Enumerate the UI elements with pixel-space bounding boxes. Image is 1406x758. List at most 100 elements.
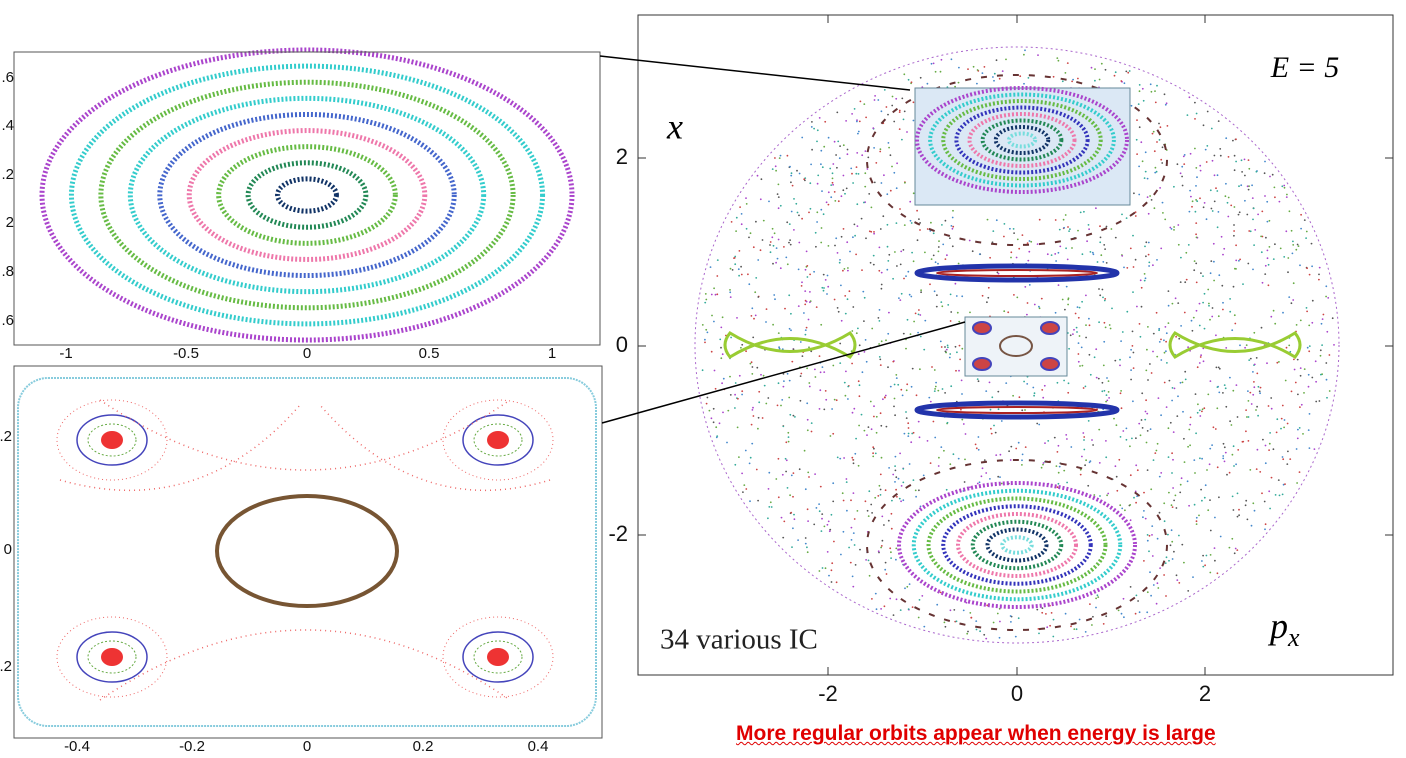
dot: [873, 99, 876, 101]
dot: [917, 313, 920, 316]
dot: [1190, 195, 1192, 198]
dot: [1202, 554, 1204, 557]
dot: [1259, 392, 1261, 395]
dot: [810, 422, 813, 424]
dot: [1111, 307, 1113, 310]
dot: [885, 339, 887, 342]
dot: [1306, 310, 1308, 313]
dot: [890, 512, 893, 515]
dot: [1141, 87, 1144, 90]
x-label: x: [666, 106, 683, 146]
dot: [905, 389, 908, 392]
dot: [893, 397, 896, 400]
dot: [1156, 442, 1159, 445]
dot: [1274, 322, 1277, 325]
dot: [1257, 414, 1259, 417]
dot: [1203, 496, 1206, 499]
dot: [745, 227, 748, 230]
dot: [1040, 466, 1043, 469]
dot: [807, 318, 810, 321]
dot: [1136, 495, 1138, 498]
orbit: [215, 494, 399, 608]
dot: [777, 457, 780, 460]
dot: [825, 398, 828, 401]
dot: [897, 383, 900, 386]
dot: [907, 270, 910, 273]
dot: [740, 346, 742, 349]
dot: [1319, 349, 1322, 352]
dot: [1299, 406, 1301, 408]
dot: [940, 301, 943, 303]
dot: [1252, 207, 1255, 210]
dot: [1222, 308, 1224, 311]
dot: [734, 393, 736, 396]
dot: [945, 348, 948, 351]
tick-label: 0: [303, 345, 311, 362]
dot: [992, 230, 995, 233]
dot: [749, 456, 752, 459]
dot: [831, 408, 833, 410]
dot: [797, 268, 800, 271]
dot: [1189, 444, 1191, 447]
dot: [933, 390, 936, 392]
dot: [833, 540, 835, 543]
dot: [932, 232, 935, 235]
dot: [999, 620, 1001, 623]
dot: [1298, 427, 1301, 429]
dot: [824, 120, 827, 123]
dot: [866, 509, 869, 512]
dot: [1163, 351, 1166, 354]
dot: [950, 385, 953, 388]
dot: [1233, 230, 1235, 232]
dot: [751, 409, 754, 411]
dot: [834, 200, 837, 202]
dot: [888, 467, 890, 469]
dot: [799, 399, 802, 402]
dot: [981, 294, 984, 297]
dot: [1227, 156, 1230, 158]
dot: [907, 435, 910, 437]
dot: [1255, 357, 1258, 359]
dot: [1077, 229, 1079, 232]
dot: [804, 290, 807, 292]
dot: [1138, 84, 1141, 86]
dot: [900, 250, 903, 253]
dot: [741, 390, 744, 393]
dot: [914, 489, 917, 492]
dot: [751, 366, 754, 368]
dot: [1269, 432, 1271, 434]
dot: [711, 314, 713, 317]
dot: [1211, 210, 1214, 212]
dot: [845, 120, 847, 122]
dot: [1249, 357, 1252, 360]
dot: [861, 154, 864, 157]
dot: [1052, 618, 1055, 621]
dot: [1101, 288, 1104, 291]
orbit: [999, 335, 1033, 357]
dot: [752, 415, 755, 417]
dot: [1010, 251, 1013, 254]
dot: [1167, 322, 1170, 324]
dot: [1284, 379, 1287, 382]
dot: [1038, 307, 1041, 310]
dot: [1250, 403, 1253, 405]
dot: [1202, 565, 1205, 568]
dot: [1168, 559, 1170, 562]
dot: [1233, 154, 1236, 157]
dot: [768, 506, 771, 508]
dot: [860, 217, 863, 220]
dot: [1092, 253, 1095, 256]
dot: [738, 456, 740, 458]
dot: [1246, 185, 1249, 188]
dot: [1041, 607, 1044, 609]
dot: [1308, 413, 1311, 415]
dot: [1033, 392, 1036, 395]
dot: [1079, 365, 1081, 367]
dot: [990, 427, 992, 430]
dot: [1308, 350, 1311, 353]
dot: [885, 106, 888, 108]
dot: [1233, 314, 1236, 317]
dot: [1255, 170, 1258, 173]
dot: [882, 398, 884, 401]
